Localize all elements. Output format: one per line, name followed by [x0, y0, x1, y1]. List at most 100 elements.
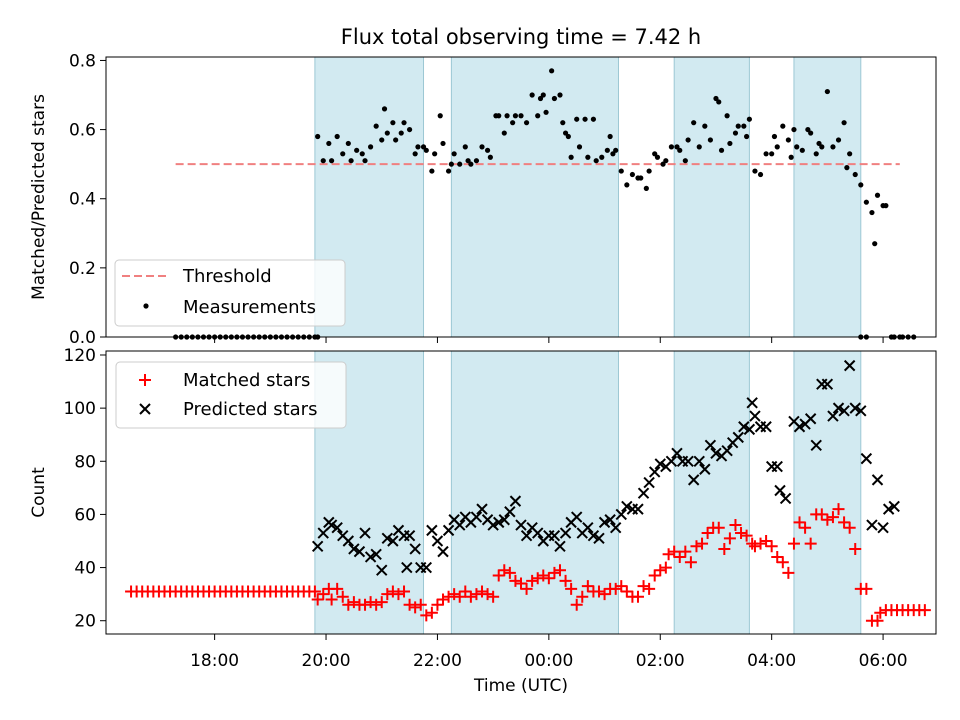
y-tick-label: 60	[74, 505, 96, 525]
x-tick-label: 04:00	[747, 651, 796, 671]
measurement-point	[540, 92, 546, 98]
ratio-y-axis-label: Matched/Predicted stars	[29, 94, 49, 300]
measurement-point	[367, 144, 374, 150]
measurement-point	[643, 185, 649, 191]
measurement-point	[844, 165, 850, 171]
measurement-point	[735, 123, 741, 129]
measurement-point	[381, 106, 388, 112]
measurement-point	[590, 116, 597, 122]
measurement-point	[724, 113, 730, 119]
measurement-point	[677, 147, 683, 153]
matched-star-point	[342, 598, 355, 611]
predicted-star-point	[760, 421, 772, 433]
measurement-point	[320, 158, 326, 164]
matched-star-point	[481, 588, 494, 601]
matched-star-point	[542, 572, 555, 585]
measurement-point	[741, 123, 747, 129]
matched-star-points	[125, 503, 931, 627]
measurement-point	[788, 154, 794, 160]
measurement-point	[501, 130, 507, 136]
matched-star-point	[718, 542, 731, 555]
measurement-point	[496, 113, 502, 119]
predicted-star-point	[682, 455, 694, 467]
predicted-star-point	[403, 529, 416, 542]
matched-star-point	[581, 580, 594, 593]
measurement-point	[326, 140, 332, 147]
measurement-point	[465, 158, 471, 164]
predicted-star-point	[671, 447, 683, 460]
measurement-point	[560, 120, 566, 126]
measurement-point	[716, 99, 722, 105]
matched-star-point	[425, 606, 438, 619]
measurement-point	[551, 95, 558, 102]
matched-star-point	[331, 582, 344, 595]
measurement-point	[652, 151, 658, 157]
x-tick-label: 06:00	[859, 651, 908, 671]
matched-star-point	[492, 569, 505, 582]
predicted-star-point	[409, 543, 421, 555]
predicted-star-point	[342, 535, 355, 547]
measurement-point	[774, 144, 780, 150]
predicted-star-point	[888, 500, 900, 513]
measurement-point	[379, 137, 385, 143]
matched-star-point	[464, 590, 477, 603]
legend-matched-swatch	[139, 374, 151, 386]
predicted-star-point	[827, 410, 839, 422]
measurement-point	[429, 168, 435, 174]
legend-threshold-label: Threshold	[182, 266, 272, 287]
measurement-point	[345, 140, 351, 147]
matched-star-point	[375, 596, 388, 609]
time-x-axis: 18:00 20:00 22:00 00:00 02:00 04:00 06:00	[190, 634, 908, 671]
predicted-star-point	[637, 487, 650, 499]
matched-star-point	[386, 585, 399, 598]
predicted-star-point	[699, 463, 711, 475]
measurement-point	[618, 168, 624, 174]
measurement-point	[713, 95, 719, 102]
matched-star-point	[631, 590, 644, 603]
predicted-star-point	[487, 519, 499, 531]
measurement-point	[607, 133, 613, 140]
legend-predicted-label: Predicted stars	[183, 399, 317, 420]
matched-star-point	[476, 585, 489, 598]
predicted-star-point	[598, 516, 611, 529]
matched-star-point	[453, 590, 466, 603]
predicted-star-point	[470, 511, 483, 523]
measurement-point	[523, 120, 530, 126]
measurement-point	[824, 88, 830, 95]
y-tick-label: 20	[74, 612, 96, 632]
matched-star-point	[576, 590, 589, 603]
measurement-point	[373, 123, 379, 129]
matched-star-point	[503, 566, 516, 579]
legend-predicted-swatch	[139, 403, 151, 415]
measurement-point	[348, 158, 354, 164]
measurement-point	[696, 144, 702, 150]
predicted-star-point	[849, 402, 861, 414]
measurement-point	[468, 161, 474, 167]
ratio-legend: Threshold Measurements	[114, 259, 346, 327]
matched-star-point	[735, 527, 748, 540]
matched-star-point	[437, 593, 450, 606]
measurement-point	[613, 147, 619, 153]
x-tick-label: 18:00	[190, 651, 239, 671]
predicted-star-point	[721, 444, 733, 457]
matched-star-point	[696, 537, 709, 550]
predicted-star-point	[738, 421, 750, 433]
measurement-point	[660, 161, 666, 167]
measurement-point	[863, 199, 869, 205]
matched-star-point	[403, 598, 416, 611]
predicted-star-point	[493, 516, 505, 529]
ratio-y-axis: 0.0 0.2 0.4 0.6 0.8	[69, 51, 106, 348]
predicted-star-point	[381, 532, 394, 545]
matched-star-point	[684, 556, 697, 569]
matched-star-point	[553, 564, 566, 577]
matched-star-point	[409, 601, 422, 614]
matched-star-point	[317, 588, 330, 601]
measurement-point	[473, 158, 480, 164]
predicted-star-point	[732, 431, 744, 444]
predicted-star-point	[609, 522, 622, 534]
measurement-point	[785, 137, 791, 143]
matched-star-point	[470, 588, 483, 601]
matched-star-point	[815, 508, 828, 521]
matched-star-point	[776, 556, 789, 569]
y-tick-label: 0.2	[69, 259, 96, 279]
